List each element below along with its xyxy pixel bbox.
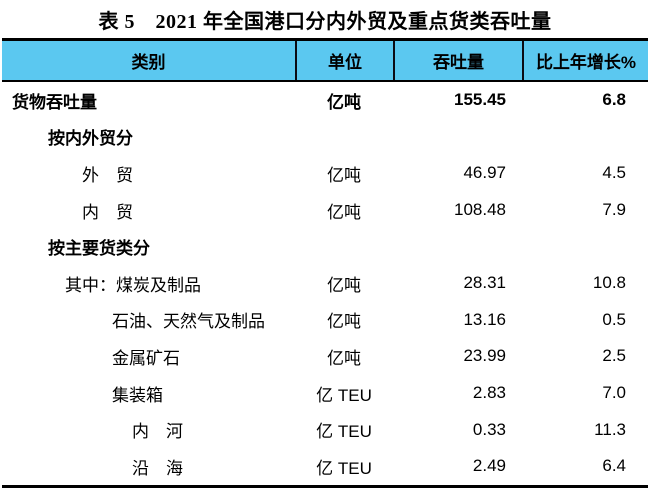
row-containers: 集装箱 亿 TEU 2.83 7.0 (2, 375, 648, 412)
category-cell: 石油、天然气及制品 (112, 312, 265, 332)
growth-cell: 0.5 (602, 309, 626, 329)
throughput-cell: 108.48 (454, 200, 506, 220)
header-growth: 比上年增长% (522, 41, 648, 80)
row-foreign-trade: 外 贸 亿吨 46.97 4.5 (2, 155, 648, 192)
unit-cell: 亿吨 (327, 275, 361, 295)
category-cell: 内 贸 (82, 202, 133, 222)
throughput-cell: 2.83 (472, 383, 506, 403)
row-coal-and-products: 其中：煤炭及制品 亿吨 28.31 10.8 (2, 265, 648, 302)
unit-cell: 亿吨 (327, 202, 361, 222)
throughput-cell: 13.16 (463, 309, 506, 329)
header-unit: 单位 (295, 41, 393, 80)
unit-cell: 亿吨 (327, 165, 361, 185)
category-cell: 内 河 (132, 422, 183, 442)
category-cell: 集装箱 (112, 385, 163, 405)
category-cell: 外 贸 (82, 165, 133, 185)
unit-cell: 亿吨 (327, 348, 361, 368)
throughput-cell: 28.31 (463, 273, 506, 293)
header-category: 类别 (131, 53, 166, 72)
growth-cell: 11.3 (594, 419, 626, 439)
growth-cell: 6.4 (602, 456, 626, 476)
throughput-cell: 23.99 (463, 346, 506, 366)
row-coastal: 沿 海 亿 TEU 2.49 6.4 (2, 448, 648, 485)
row-section-by-cargo-type: 按主要货类分 (2, 228, 648, 265)
growth-cell: 4.5 (602, 163, 626, 183)
growth-cell: 7.0 (602, 383, 626, 403)
unit-cell: 亿 TEU (316, 458, 372, 478)
throughput-cell: 0.33 (472, 419, 506, 439)
category-cell: 金属矿石 (112, 348, 180, 368)
category-cell: 按内外贸分 (48, 129, 133, 149)
table-title: 表 5 2021 年全国港口分内外贸及重点货类吞吐量 (98, 10, 552, 33)
row-inland-river: 内 河 亿 TEU 0.33 11.3 (2, 411, 648, 448)
unit-cell: 亿 TEU (316, 385, 372, 405)
throughput-cell: 155.45 (454, 90, 506, 110)
category-cell: 货物吞吐量 (12, 92, 97, 112)
row-cargo-throughput-total: 货物吞吐量 亿吨 155.45 6.8 (2, 82, 648, 119)
row-domestic-trade: 内 贸 亿吨 108.48 7.9 (2, 192, 648, 229)
data-table: 类别 单位 吞吐量 比上年增长% 货物吞吐量 亿吨 155.45 6.8 按内外… (2, 38, 648, 488)
table-header-row: 类别 单位 吞吐量 比上年增长% (2, 41, 648, 82)
table-body: 货物吞吐量 亿吨 155.45 6.8 按内外贸分 外 贸 亿吨 46.97 4… (2, 82, 648, 485)
category-cell: 其中：煤炭及制品 (65, 275, 201, 295)
growth-cell: 6.8 (602, 90, 626, 110)
unit-cell: 亿吨 (327, 312, 361, 332)
unit-cell: 亿 TEU (316, 422, 372, 442)
growth-cell: 7.9 (602, 200, 626, 220)
growth-cell: 2.5 (602, 346, 626, 366)
category-cell: 沿 海 (132, 458, 183, 478)
throughput-cell: 46.97 (463, 163, 506, 183)
row-oil-gas-and-products: 石油、天然气及制品 亿吨 13.16 0.5 (2, 302, 648, 339)
unit-cell: 亿吨 (327, 92, 361, 112)
throughput-cell: 2.49 (472, 456, 506, 476)
row-section-by-trade-type: 按内外贸分 (2, 119, 648, 156)
growth-cell: 10.8 (592, 273, 626, 293)
category-cell: 按主要货类分 (48, 239, 150, 259)
row-metal-ore: 金属矿石 亿吨 23.99 2.5 (2, 338, 648, 375)
header-throughput: 吞吐量 (393, 41, 522, 80)
